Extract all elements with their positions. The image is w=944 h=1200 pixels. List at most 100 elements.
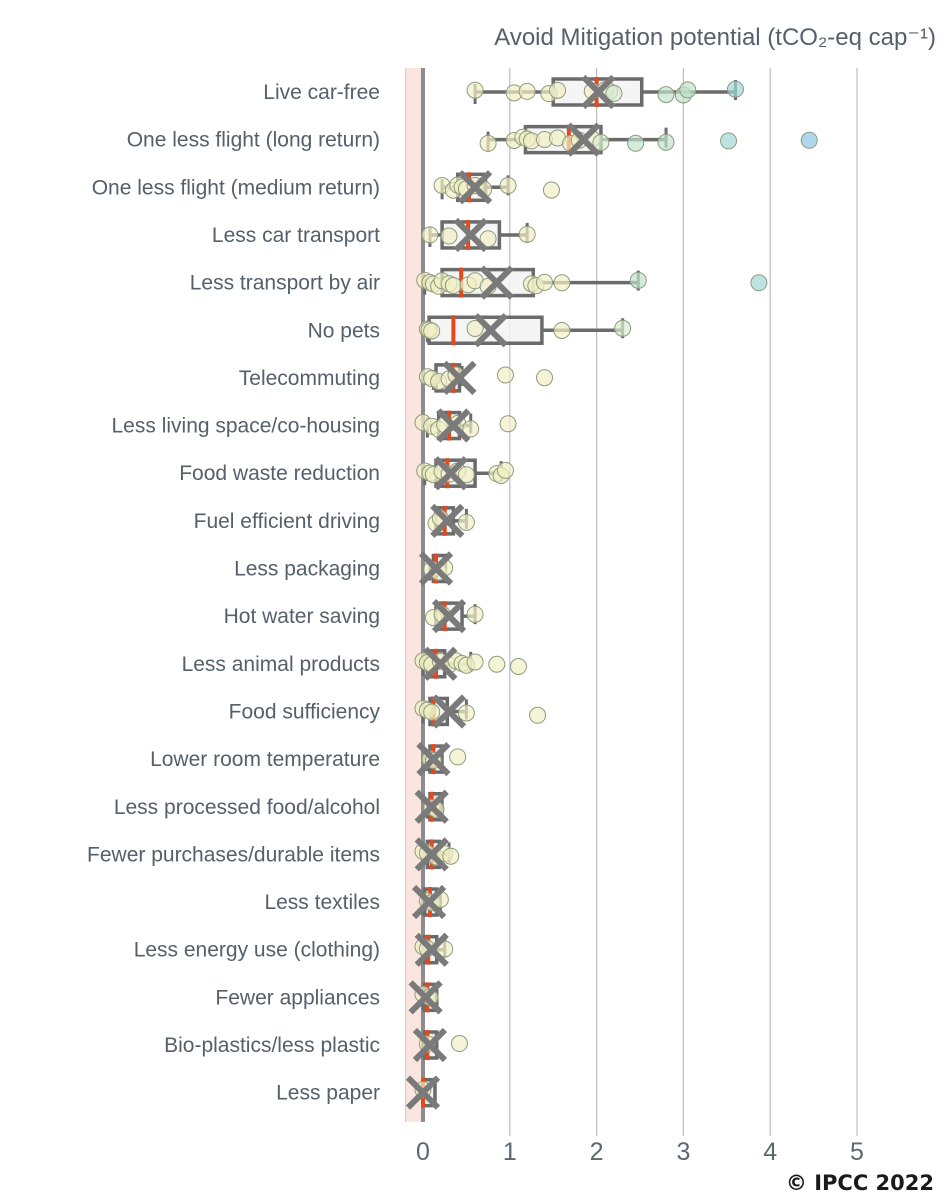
x-tick-label: 0 [416,1138,430,1166]
box-row [414,932,454,967]
box-row [424,599,484,634]
data-point [499,415,517,433]
category-label: Food waste reduction [179,462,380,485]
category-label: One less flight (medium return) [92,176,380,199]
data-point [496,461,514,479]
data-point [479,230,497,248]
data-point [720,132,738,150]
data-point [466,605,484,623]
box-row [412,1027,468,1063]
data-point [518,225,536,243]
data-point [536,369,554,387]
data-point [421,226,439,244]
data-point [679,81,697,99]
category-label: Live car-free [263,81,380,104]
data-point [496,366,514,384]
category-label: Less packaging [234,558,380,581]
box-row [414,646,527,681]
data-point [466,81,484,99]
mean-marker-stroke [411,884,447,920]
data-point [499,177,517,195]
category-label: No pets [308,319,380,342]
data-point [457,466,475,484]
category-label: Fuel efficient driving [194,510,380,533]
data-point [457,513,475,531]
data-point [614,319,632,337]
box-row [414,694,547,729]
data-point [450,1035,468,1053]
box-row [418,551,454,586]
box-row [418,360,554,396]
data-point [553,274,571,292]
mean-marker-stroke [418,551,454,586]
category-label: One less flight (long return) [127,129,380,152]
mean-marker-stroke [414,789,449,824]
x-tick-label: 1 [503,1138,517,1166]
category-label: Lower room temperature [150,748,380,771]
mean-marker-stroke [453,217,488,253]
data-point [542,181,560,199]
data-point [629,271,647,289]
data-point [750,274,768,292]
mean-marker-stroke [442,360,477,396]
mean-marker-stroke [479,265,514,300]
box-row [427,503,475,538]
data-point [800,131,818,149]
category-label: Less energy use (clothing) [134,939,380,962]
data-point [592,134,610,151]
data-point [518,82,536,100]
category-label: Less car transport [212,224,380,247]
box-row [418,313,632,348]
data-point [423,322,441,340]
category-label: Less animal products [182,653,380,676]
category-label: Telecommuting [239,367,380,390]
category-label: Hot water saving [224,605,380,628]
data-point [479,134,497,152]
category-label: Less textiles [264,891,380,914]
mean-marker-stroke [408,980,443,1015]
data-point [553,321,571,339]
mean-marker-stroke [566,122,601,157]
data-point [436,940,454,958]
data-point [657,86,675,104]
box-row [421,217,536,253]
mean-marker-stroke [414,932,449,967]
category-label: Bio-plastics/less plastic [164,1034,380,1057]
x-tick-label: 2 [590,1138,604,1166]
x-tick-label: 3 [676,1138,690,1166]
data-point [627,134,645,152]
copyright-credit: © IPCC 2022 [786,1171,934,1195]
box-row [408,980,443,1015]
mean-marker-stroke [436,408,471,443]
box-row [416,456,514,491]
mean-marker-stroke [405,1075,441,1110]
box-row [466,74,744,110]
data-point [466,319,484,337]
data-point [657,133,675,151]
data-point [444,277,462,295]
data-point [449,748,467,766]
mean-marker-stroke [416,741,451,777]
mean-marker-stroke [431,694,467,729]
mean-marker-stroke [581,74,616,110]
data-point [509,658,527,675]
category-label: Less paper [276,1082,380,1105]
mean-marker-stroke [412,1027,448,1063]
data-point [536,273,554,291]
box-row [433,170,560,205]
chart-title: Avoid Mitigation potential (tCO₂-eq cap⁻… [494,24,936,51]
box-row [411,884,449,920]
data-point [488,655,506,673]
box-row [414,789,449,824]
data-point [440,227,458,245]
data-point [726,80,744,98]
box-row [414,408,517,443]
category-label: Less processed food/alcohol [114,796,380,819]
box-row [405,1075,441,1110]
data-point [423,703,441,721]
data-point [605,84,623,102]
data-point [462,420,480,438]
category-label: Fewer appliances [215,986,380,1009]
data-point [529,706,547,724]
